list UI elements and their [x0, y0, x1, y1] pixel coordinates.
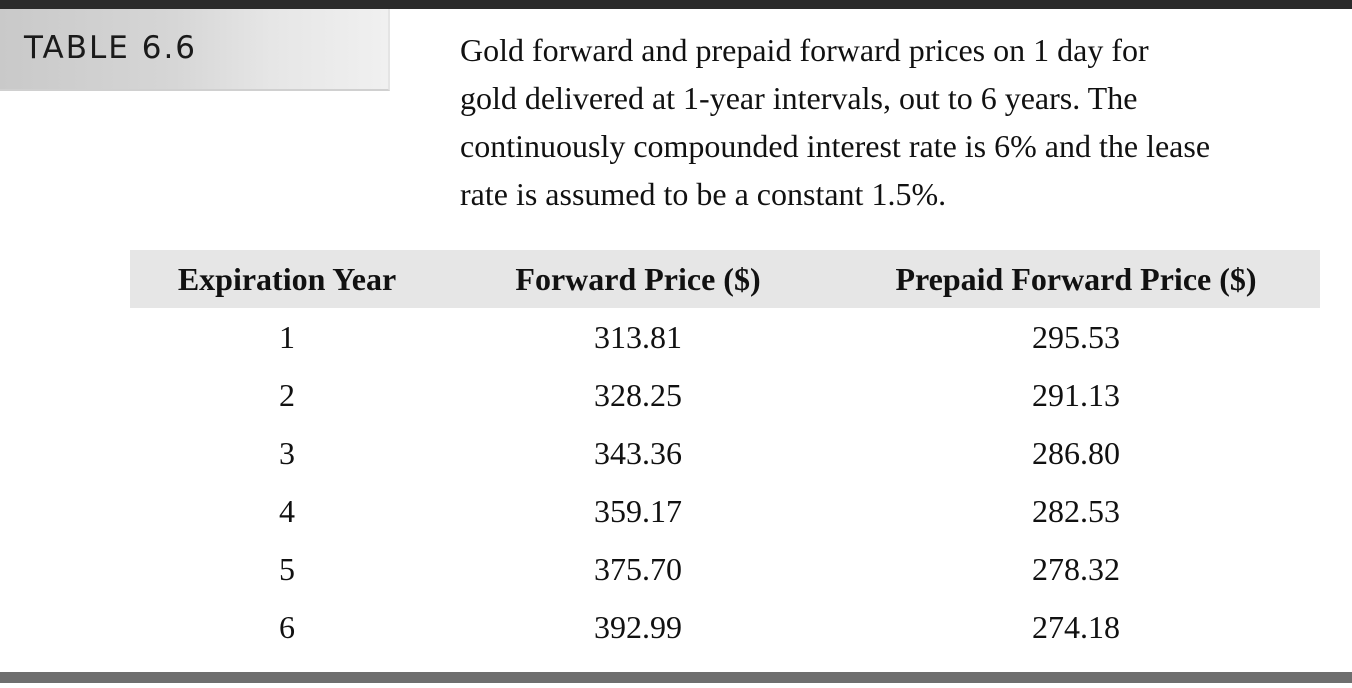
column-header-forward-price: Forward Price ($) [515, 261, 761, 297]
cell-forward-price: 359.17 [594, 493, 682, 529]
cell-prepaid-forward-price: 282.53 [1032, 493, 1120, 529]
cell-forward-price: 313.81 [594, 319, 682, 355]
column-header-prepaid-forward-price: Prepaid Forward Price ($) [895, 261, 1257, 297]
cell-prepaid-forward-price: 291.13 [1032, 377, 1120, 413]
table-row: 6 392.99 274.18 [130, 598, 1320, 656]
cell-forward-price: 392.99 [594, 609, 682, 645]
caption-line: gold delivered at 1-year intervals, out … [460, 80, 1138, 116]
cell-expiration-year: 4 [279, 493, 295, 529]
cell-expiration-year: 1 [279, 319, 295, 355]
bottom-rule [0, 672, 1352, 683]
table-row: 5 375.70 278.32 [130, 540, 1320, 598]
table-label-box: TABLE 6.6 [0, 9, 390, 91]
data-table: Expiration Year Forward Price ($) Prepai… [130, 250, 1320, 656]
table-row: 2 328.25 291.13 [130, 366, 1320, 424]
top-rule [0, 0, 1352, 9]
table-row: 3 343.36 286.80 [130, 424, 1320, 482]
cell-forward-price: 343.36 [594, 435, 682, 471]
cell-prepaid-forward-price: 286.80 [1032, 435, 1120, 471]
cell-expiration-year: 5 [279, 551, 295, 587]
table-label: TABLE 6.6 [24, 30, 198, 66]
cell-forward-price: 328.25 [594, 377, 682, 413]
cell-prepaid-forward-price: 274.18 [1032, 609, 1120, 645]
caption-line: rate is assumed to be a constant 1.5%. [460, 176, 947, 212]
cell-prepaid-forward-price: 295.53 [1032, 319, 1120, 355]
table-row: 1 313.81 295.53 [130, 308, 1320, 366]
cell-forward-price: 375.70 [594, 551, 682, 587]
cell-expiration-year: 6 [279, 609, 295, 645]
table-caption: Gold forward and prepaid forward prices … [460, 26, 1352, 218]
caption-line: continuously compounded interest rate is… [460, 128, 1211, 164]
column-header-expiration-year: Expiration Year [177, 261, 397, 297]
cell-expiration-year: 2 [279, 377, 295, 413]
cell-prepaid-forward-price: 278.32 [1032, 551, 1120, 587]
table-row: 4 359.17 282.53 [130, 482, 1320, 540]
table-header-row: Expiration Year Forward Price ($) Prepai… [130, 250, 1320, 308]
caption-line: Gold forward and prepaid forward prices … [460, 32, 1149, 68]
cell-expiration-year: 3 [279, 435, 295, 471]
